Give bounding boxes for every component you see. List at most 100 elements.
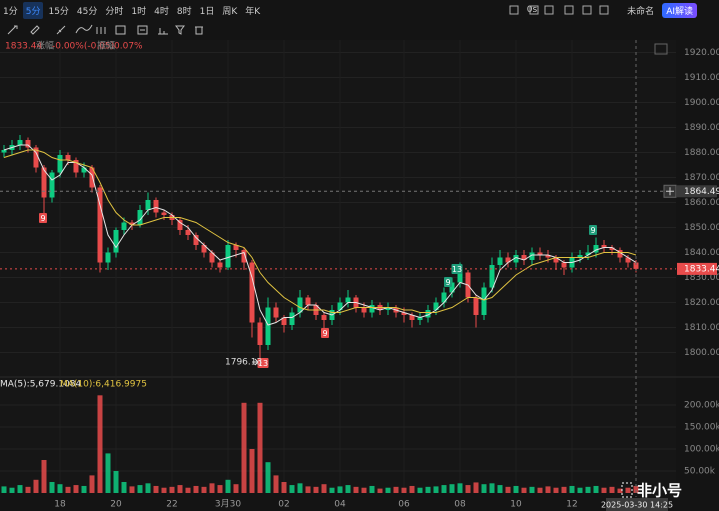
ai-button[interactable]: AI解读 [662,2,697,18]
volume-bar [217,485,223,493]
volume-bar [497,485,503,493]
candle-body [449,282,455,293]
candle-body [545,255,551,258]
candle-body [633,262,639,269]
timeframe-tab[interactable]: 周K [222,6,238,17]
layout-name[interactable]: 未命名 [627,6,655,17]
crosshair-time: 2025-03-30 14:25 [601,501,673,510]
candle-body [345,297,351,303]
volume-bar [457,483,463,493]
signal-label: 9 [590,226,595,235]
volume-bar [425,486,431,493]
x-tick-label: 08 [454,500,466,510]
toolbar-icon[interactable] [529,5,539,15]
y-tick-label: 1890.00 [684,123,719,133]
tool-icons[interactable] [7,24,203,35]
candle-body [433,302,439,310]
candle-body [457,272,463,283]
volume-bar [385,487,391,493]
candle-body [153,200,159,213]
candle-body [65,155,71,160]
volume-bar [417,487,423,493]
x-tick-label: 20 [110,500,122,510]
candle-body [417,317,423,320]
candle-body [209,252,215,263]
signal-marker [589,225,597,235]
volume-bar [65,486,71,493]
timeframe-tab[interactable]: 1时 [131,6,147,17]
volume-bar [129,486,135,493]
volume-bar [17,485,23,493]
volume-bar [25,486,31,493]
volume-bar [393,486,399,493]
candle-body [241,250,247,263]
candle-body [585,252,591,255]
candle-body [265,307,271,345]
ma-line [3,149,637,313]
volume-bar [489,483,495,493]
timeframe-tab[interactable]: 45分 [76,6,98,17]
volume-tick-label: 100.00k [684,445,719,455]
timeframe-tab[interactable]: 15分 [48,6,69,17]
volume-bar [105,453,111,493]
candle-body [385,307,391,310]
timeframe-tab[interactable]: 分时 [105,6,124,17]
timeframe-tab[interactable]: 5分 [22,1,44,19]
amplitude-label: 振幅 [97,40,115,52]
volume-bar [97,395,103,493]
volume-bar [241,402,247,493]
volume-bar [177,485,183,493]
volume-bar [545,486,551,493]
toolbar-icon[interactable] [509,5,519,15]
timeframe-tab[interactable]: 1分 [3,6,18,17]
candle-body [513,255,519,263]
candle-body [145,200,151,210]
volume-legend: MA(10):6,416.9975 [60,380,147,390]
toolbar: 1分 5分 15分 45分 分时 1时 4时 8时 1日 周K 年K 0s 未命名 AI解读 [0,0,719,20]
change-label: 涨幅 [36,40,54,52]
last-price-info: 1833.44 [5,42,42,52]
candle-body [57,155,63,173]
signal-label: 13 [258,359,268,368]
volume-bar [313,486,319,493]
plus-icon [666,187,674,196]
volume-bar [209,483,215,493]
timeframe-tab[interactable]: 8时 [176,6,192,17]
toolbar-icon[interactable] [564,5,574,15]
candle-body [97,187,103,263]
timeframe-tab[interactable]: 4时 [154,6,169,17]
volume-bar [377,488,383,493]
x-tick-label: 10 [510,500,522,510]
candle-body [113,230,119,253]
signal-label: 9 [445,278,450,287]
volume-bar [329,487,335,493]
volume-bar [625,487,631,493]
candle-body [625,257,631,263]
toolbar-icon[interactable] [544,5,554,15]
candle-body [129,222,135,225]
y-tick-label: 1880.00 [684,148,719,158]
toolbar-icon[interactable] [582,5,592,15]
volume-bar [369,485,375,493]
candle-body [529,252,535,260]
candle-body [505,257,511,263]
timeframe-tab[interactable]: 1日 [199,6,215,17]
y-tick-label: 1800.00 [684,348,719,358]
y-tick-label: 1810.00 [684,323,719,333]
volume-bar [249,449,255,493]
timeframe-tab[interactable]: 年K [245,6,261,17]
volume-bar [585,486,591,493]
fullscreen-icon[interactable] [654,43,668,55]
candle-body [201,245,207,253]
volume-bar [89,475,95,493]
volume-bar [353,486,359,493]
volume-bar [121,482,127,493]
candle-body [297,297,303,313]
toolbar-icon[interactable] [599,5,609,15]
candle-body [489,265,495,288]
volume-bar [409,485,415,493]
volume-bar [465,485,471,493]
candle-body [593,245,599,253]
candle-body [497,257,503,265]
